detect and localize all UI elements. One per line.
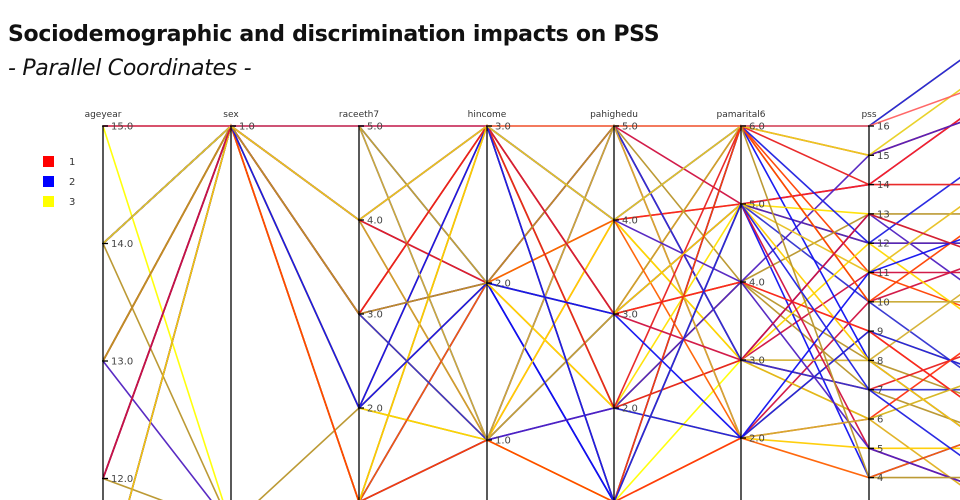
data-line: [102, 124, 960, 500]
tick-label: 2.0: [367, 404, 383, 415]
tick-label: 14.0: [111, 239, 133, 250]
tick-label: 2.0: [749, 434, 765, 445]
tick-label: 3.0: [622, 310, 638, 321]
tick-label: 14: [877, 180, 890, 191]
tick-label: 12: [877, 239, 890, 250]
axis-pahighedu[interactable]: pahighedu 5.0 4.0 3.0 2.0: [590, 110, 638, 500]
data-line: [102, 124, 960, 479]
tick-label: 5.0: [622, 122, 638, 133]
tick-label: 15.0: [111, 122, 133, 133]
tick-label: 2.0: [495, 279, 511, 290]
axis-title: hincome: [468, 110, 507, 120]
tick-label: 2.0: [622, 404, 638, 415]
legend: 1 2 3: [43, 156, 75, 208]
axis-title: ageyear: [85, 110, 122, 120]
tick-label: 16: [877, 122, 890, 133]
tick-label: 4: [877, 473, 883, 484]
axis-title: pahighedu: [590, 110, 638, 120]
data-line: [102, 88, 960, 245]
legend-label: 2: [69, 177, 75, 188]
tick-label: 13: [877, 209, 890, 220]
tick-label: 6.0: [749, 122, 765, 133]
data-lines: [102, 59, 960, 500]
tick-label: 4.0: [367, 216, 383, 227]
axis-pamarital6[interactable]: pamarital6 6.0 5.0 4.0 3.0 2.0: [717, 110, 766, 500]
legend-swatch: [43, 196, 54, 207]
axis-title: sex: [223, 110, 239, 120]
chart-subtitle: - Parallel Coordinates -: [8, 56, 252, 81]
tick-label: 8: [877, 356, 883, 367]
tick-label: 5: [877, 444, 883, 455]
tick-label: 4.0: [749, 278, 765, 289]
axis-hincome[interactable]: hincome 3.0 2.0 1.0: [468, 110, 511, 500]
axis-title: raceeth7: [339, 110, 379, 120]
legend-swatch: [43, 176, 54, 187]
tick-label: 5.0: [367, 122, 383, 133]
data-line: [102, 124, 960, 440]
tick-label: 4.0: [622, 216, 638, 227]
chart-title: Sociodemographic and discrimination impa…: [8, 22, 660, 47]
data-line: [103, 92, 960, 127]
axes: ageyear15.014.013.012.0sex1.0raceeth75.0…: [85, 110, 890, 500]
tick-label: 3.0: [749, 356, 765, 367]
axis-ageyear[interactable]: ageyear 15.0 14.0 13.0 12.0: [85, 110, 134, 500]
tick-label: 12.0: [111, 474, 133, 485]
tick-label: 15: [877, 151, 890, 162]
axis-title: pamarital6: [717, 110, 766, 120]
tick-label: 7: [877, 385, 883, 396]
axis-title: pss: [861, 110, 876, 120]
tick-label: 9: [877, 327, 883, 338]
axis-raceeth7[interactable]: raceeth7 5.0 4.0 3.0 2.0: [339, 110, 383, 500]
tick-label: 6: [877, 415, 883, 426]
tick-label: 1.0: [239, 122, 255, 133]
tick-label: 13.0: [111, 357, 133, 368]
tick-label: 1.0: [495, 436, 511, 447]
tick-label: 11: [877, 268, 890, 279]
tick-label: 10: [877, 297, 890, 308]
tick-label: 3.0: [495, 122, 511, 133]
legend-swatch: [43, 156, 54, 167]
legend-label: 1: [69, 157, 75, 168]
tick-label: 5.0: [749, 200, 765, 211]
legend-label: 3: [69, 197, 75, 208]
tick-label: 3.0: [367, 310, 383, 321]
